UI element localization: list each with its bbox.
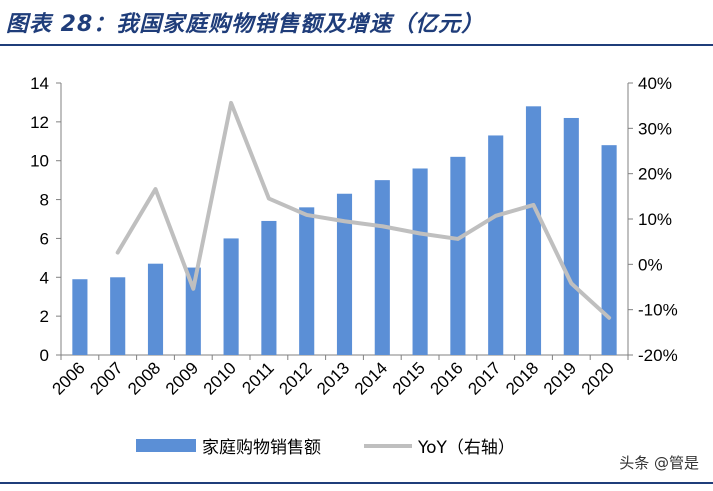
right-tick-label: -20% bbox=[638, 346, 678, 365]
x-tick-label: 2015 bbox=[389, 358, 429, 398]
legend-bar-label: 家庭购物销售额 bbox=[202, 438, 321, 458]
bar bbox=[525, 106, 542, 355]
left-tick-label: 10 bbox=[30, 152, 49, 171]
x-tick-label: 2012 bbox=[275, 358, 315, 398]
x-tick-label: 2014 bbox=[351, 358, 391, 398]
bar bbox=[261, 220, 277, 355]
x-tick-label: 2006 bbox=[49, 358, 89, 398]
x-tick-label: 2016 bbox=[427, 358, 467, 398]
bar bbox=[223, 238, 239, 355]
right-tick-label: 0% bbox=[638, 255, 663, 274]
right-tick-label: 20% bbox=[638, 165, 672, 184]
x-tick-label: 2020 bbox=[578, 358, 618, 398]
chart-title: 图表 28：我国家庭购物销售额及增速（亿元） bbox=[6, 12, 485, 37]
x-tick-label: 2010 bbox=[200, 358, 240, 398]
bar bbox=[147, 263, 164, 355]
bar bbox=[110, 277, 126, 355]
line-series bbox=[115, 100, 612, 320]
yoy-line bbox=[115, 100, 612, 320]
x-tick-label: 2017 bbox=[464, 358, 504, 398]
right-tick-label: 10% bbox=[638, 210, 672, 229]
right-tick-label: -10% bbox=[638, 301, 678, 320]
left-tick-label: 14 bbox=[30, 74, 49, 93]
x-tick-label: 2019 bbox=[540, 358, 580, 398]
x-tick-label: 2007 bbox=[86, 358, 126, 398]
bar bbox=[336, 193, 353, 355]
x-tick-label: 2013 bbox=[313, 358, 353, 398]
bar-series bbox=[72, 106, 617, 355]
bottom-divider bbox=[0, 482, 713, 484]
left-tick-label: 0 bbox=[40, 346, 49, 365]
x-tick-label: 2009 bbox=[162, 358, 202, 398]
left-tick-label: 12 bbox=[30, 113, 49, 132]
left-tick-label: 4 bbox=[40, 268, 49, 287]
right-tick-label: 40% bbox=[638, 74, 672, 93]
bar bbox=[72, 279, 88, 355]
legend-line-label: YoY（右轴） bbox=[417, 438, 515, 458]
x-tick-label: 2008 bbox=[124, 358, 164, 398]
bar bbox=[412, 168, 428, 355]
bar bbox=[185, 267, 201, 355]
right-tick-label: 30% bbox=[638, 119, 672, 138]
left-tick-label: 2 bbox=[40, 307, 49, 326]
bar bbox=[563, 117, 579, 355]
left-tick-label: 6 bbox=[40, 229, 49, 248]
bar bbox=[299, 207, 315, 355]
watermark-text: 头条 @管是 bbox=[619, 454, 699, 472]
bar bbox=[601, 145, 617, 355]
bar bbox=[450, 156, 466, 355]
bar bbox=[488, 135, 504, 355]
bar bbox=[374, 180, 390, 355]
legend-bar-swatch bbox=[136, 439, 196, 452]
left-tick-label: 8 bbox=[40, 191, 49, 210]
title-divider bbox=[0, 44, 713, 46]
x-tick-label: 2018 bbox=[502, 358, 542, 398]
legend: 家庭购物销售额 YoY（右轴） bbox=[136, 438, 515, 458]
x-tick-label: 2011 bbox=[238, 358, 277, 397]
